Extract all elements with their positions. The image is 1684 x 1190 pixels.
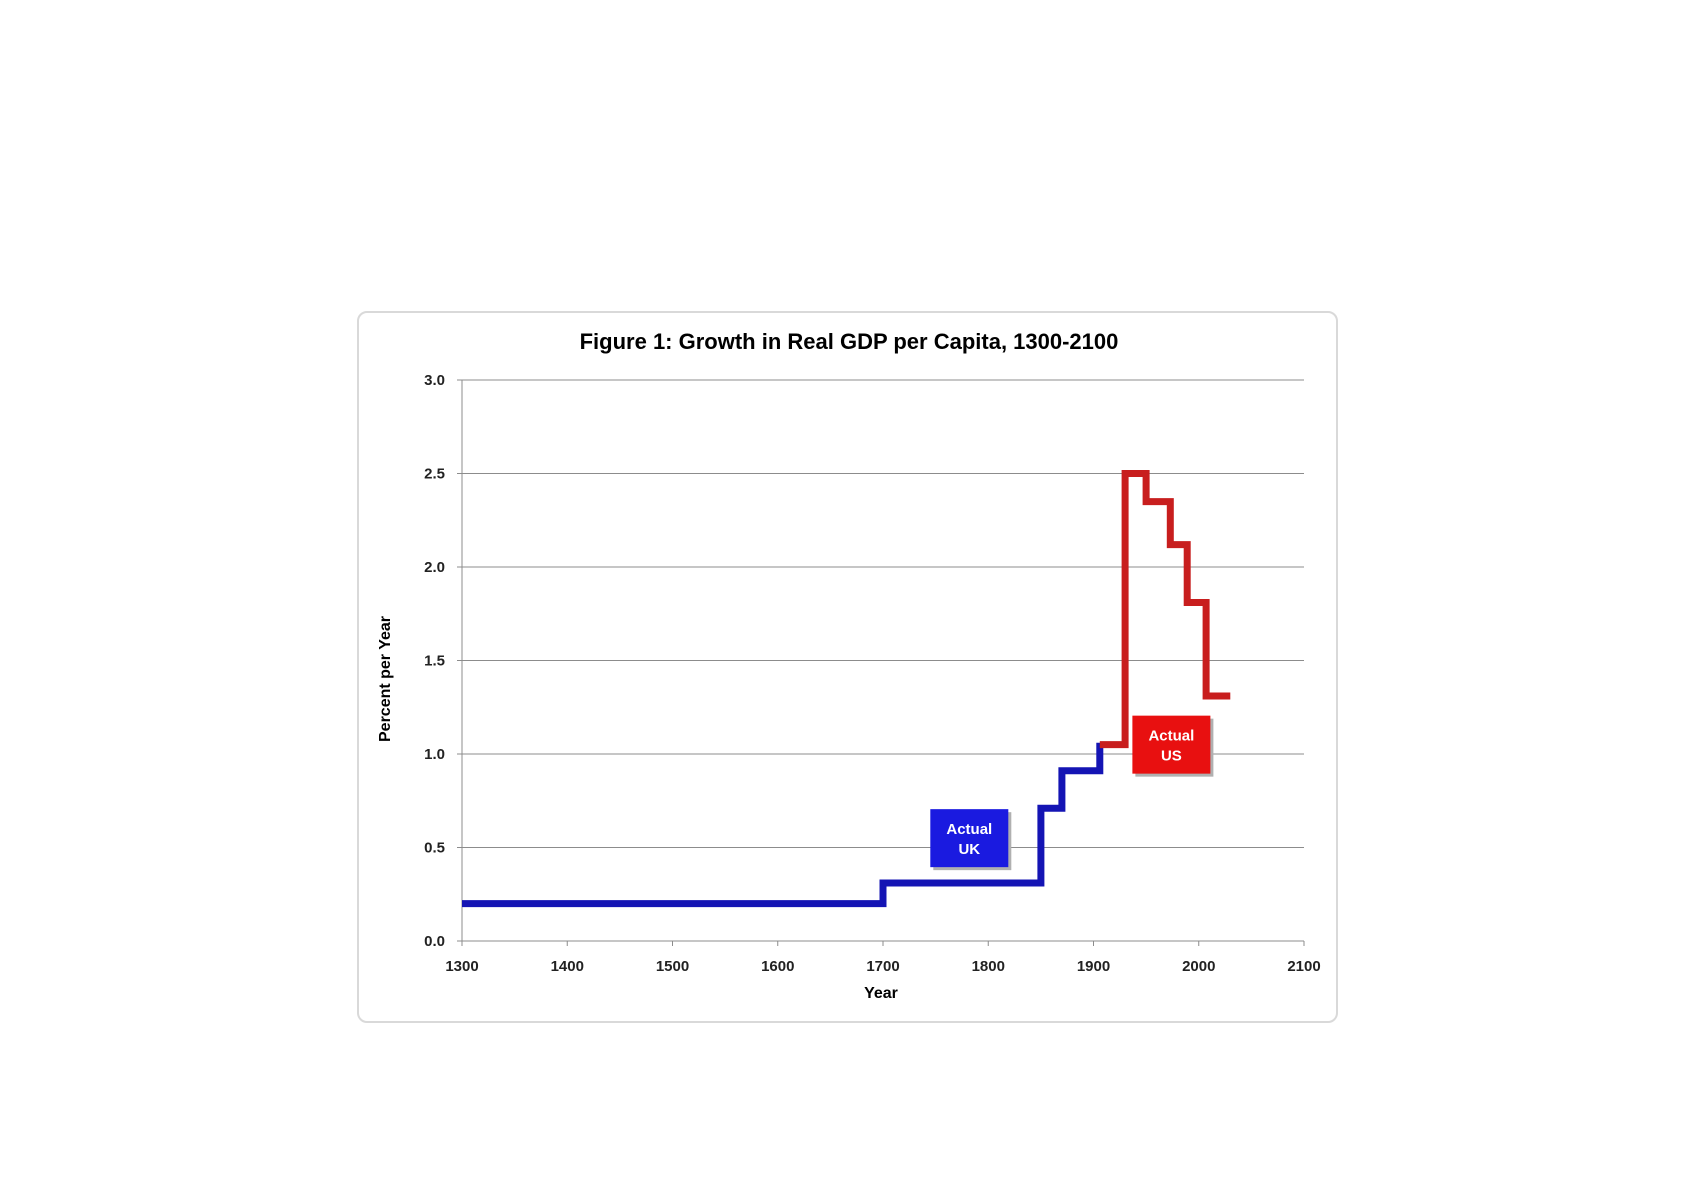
x-tick-label: 1700	[866, 958, 899, 975]
annotation-box	[930, 809, 1009, 868]
y-tick-label: 2.5	[424, 466, 445, 483]
annotation-box	[1132, 715, 1211, 774]
us-series-line	[1099, 470, 1231, 749]
x-tick-label: 1500	[656, 958, 689, 975]
x-tick-label: 1400	[551, 958, 584, 975]
x-tick-label: 1300	[445, 958, 478, 975]
y-axis-label: Percent per Year	[377, 616, 394, 742]
axes: 0.0 0.5 1.0 1.5 2.0 2.5 3.0 1300 1400 1500 1600 170…	[424, 372, 1321, 975]
y-tick-label: 3.0	[424, 372, 445, 389]
annotation-line1: Actual	[946, 821, 992, 838]
x-tick-label: 2100	[1287, 958, 1320, 975]
y-tick-label: 1.5	[424, 653, 445, 670]
x-tick-label: 1800	[972, 958, 1005, 975]
chart-title: Figure 1: Growth in Real GDP per Capita,…	[580, 329, 1119, 354]
uk-series-line	[462, 742, 1104, 908]
y-tick-label: 0.0	[424, 933, 445, 950]
annotation-line2: US	[1161, 748, 1182, 765]
y-tick-label: 2.0	[424, 559, 445, 576]
annotation-actual-uk: Actual UK	[930, 809, 1012, 871]
gridlines	[462, 379, 1304, 942]
x-tick-label: 1600	[761, 958, 794, 975]
x-axis-label: Year	[864, 985, 898, 1002]
gdp-growth-chart: Figure 1: Growth in Real GDP per Capita,…	[377, 329, 1321, 1002]
annotation-actual-us: Actual US	[1132, 715, 1214, 777]
annotation-line2: UK	[958, 841, 980, 858]
annotations: Actual UK Actual US	[930, 715, 1214, 871]
y-tick-label: 0.5	[424, 840, 445, 857]
x-tick-label: 1900	[1077, 958, 1110, 975]
annotation-line1: Actual	[1148, 728, 1194, 745]
x-tick-label: 2000	[1182, 958, 1215, 975]
y-tick-label: 1.0	[424, 746, 445, 763]
chart-frame: Figure 1: Growth in Real GDP per Capita,…	[357, 311, 1338, 1023]
series-lines	[462, 470, 1231, 908]
